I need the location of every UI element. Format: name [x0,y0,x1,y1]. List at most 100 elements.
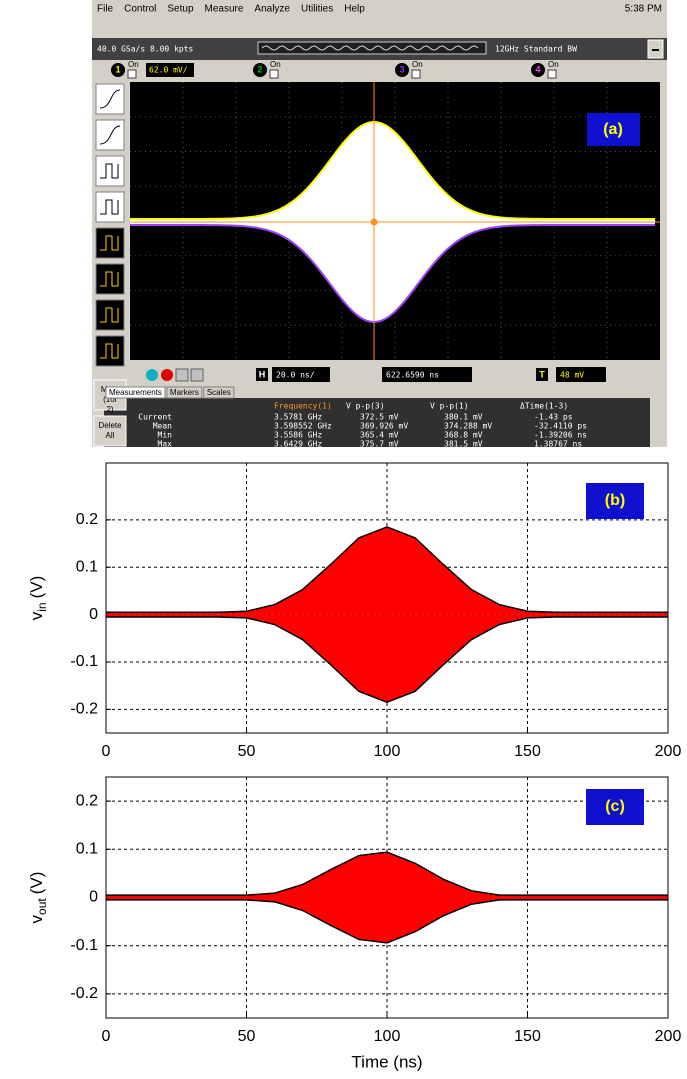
channel-state: On [128,60,139,69]
side-button-word: All [106,431,115,440]
stop-button[interactable] [161,369,173,381]
row-label: Mean [153,422,172,431]
channel-number: 2 [257,64,262,74]
y-tick-label: -0.1 [70,653,98,670]
table-cell: 3.6429 GHz [274,440,322,449]
table-header: ΔTime(1-3) [520,402,568,411]
tool-button[interactable] [96,228,124,258]
x-tick-label: 150 [514,1028,541,1045]
table-cell: 380.1 mV [444,413,483,422]
x-tick-label: 150 [514,743,541,760]
table-header: Frequency(1) [274,402,332,411]
y-tick-label: 0 [89,606,98,623]
table-cell: 374.288 mV [444,422,492,431]
tab-label: Scales [207,388,231,397]
y-label-sub: in [35,602,49,611]
menu-item[interactable]: Control [124,4,156,15]
row-label: Min [158,431,173,440]
table-cell: 3.598552 GHz [274,422,332,431]
tool-button[interactable] [96,192,124,222]
row-label: Max [158,440,173,449]
channel-number: 1 [115,64,120,74]
annotation: (b) [605,492,625,509]
menu-item[interactable]: File [97,4,114,15]
x-tick-label: 200 [655,743,682,760]
y-tick-label: 0.1 [76,558,98,575]
x-tick-label: 0 [102,1028,111,1045]
tool-button[interactable] [96,336,124,366]
y-tick-label: -0.1 [70,937,98,954]
menu-item[interactable]: Utilities [301,4,333,15]
channel-checkbox[interactable] [270,70,278,78]
table-cell: -32.4110 ps [534,422,587,431]
side-button-word: 2) [106,405,113,414]
menu-item[interactable]: Help [344,4,365,15]
tool-button[interactable] [96,84,124,114]
y-label-sub: out [35,898,49,915]
channel-number: 3 [399,64,404,74]
y-tick-label: 0.2 [76,792,98,809]
x-tick-label: 100 [374,743,401,760]
tool-button[interactable] [96,264,124,294]
tool-button[interactable] [96,300,124,330]
channel-checkbox[interactable] [412,70,420,78]
x-tick-label: 100 [374,1028,401,1045]
x-axis-label: Time (ns) [351,1052,422,1071]
trigger-level: 48 mV [560,371,584,380]
menu-item[interactable]: Measure [205,4,244,15]
side-button-word: Delete [98,421,122,430]
memory-bar [258,42,486,54]
y-tick-label: 0 [89,889,98,906]
y-tick-label: 0.1 [76,841,98,858]
table-cell: 1.38767 ns [534,440,582,449]
single-button[interactable] [176,369,188,381]
table-cell: 381.5 mV [444,440,483,449]
tool-button[interactable] [96,120,124,150]
annotation: (c) [605,798,625,815]
table-cell: -1.43 ps [534,413,573,422]
print-button[interactable] [191,369,203,381]
table-cell: 372.5 mV [360,413,399,422]
channel-state: On [270,60,281,69]
menu-item[interactable]: Setup [167,4,194,15]
table-cell: 369.926 mV [360,422,408,431]
h-icon-label: H [259,369,266,379]
tab-label: Measurements [109,388,162,397]
menu-item[interactable]: Analyze [254,4,290,15]
run-button[interactable] [146,369,158,381]
y-axis-label: vin(V) [27,576,49,621]
table-cell: 368.8 mV [444,431,483,440]
crosshair-center [371,219,378,226]
table-header: V p-p(3) [346,402,385,411]
table-cell: 3.5586 GHz [274,431,322,440]
timebase: 20.0 ns/ [276,371,315,380]
t-icon-label: T [539,369,545,379]
status: 40.0 GSa/s 8.00 kpts [97,45,194,54]
x-tick-label: 200 [655,1028,682,1045]
channel-state: On [548,60,559,69]
channel-state: On [412,60,423,69]
channel-checkbox[interactable] [128,70,136,78]
table-cell: 375.7 mV [360,440,399,449]
channel-checkbox[interactable] [548,70,556,78]
tab-label: Markers [170,388,199,397]
tool-button[interactable] [96,156,124,186]
table-cell: 3.5781 GHz [274,413,322,422]
channel-scale: 62.0 mV/ [149,66,188,75]
delay: 622.6590 ns [386,371,439,380]
table-header: V p-p(1) [430,402,469,411]
channel-number: 4 [535,64,540,74]
x-tick-label: 50 [238,1028,256,1045]
x-tick-label: 0 [102,743,111,760]
y-label-unit: (V) [27,872,46,895]
figure: 5:38 PM 40.0 GSa/s 8.00 kpts 12GHz Stand… [0,0,687,1079]
row-label: Current [138,413,172,422]
y-tick-label: -0.2 [70,701,98,718]
y-tick-label: 0.2 [76,511,98,528]
y-axis-label: vout(V) [27,872,49,924]
table-cell: 365.4 mV [360,431,399,440]
clock: 5:38 PM [625,4,662,15]
y-label-unit: (V) [27,576,46,599]
bandwidth: 12GHz Standard BW [495,45,577,54]
